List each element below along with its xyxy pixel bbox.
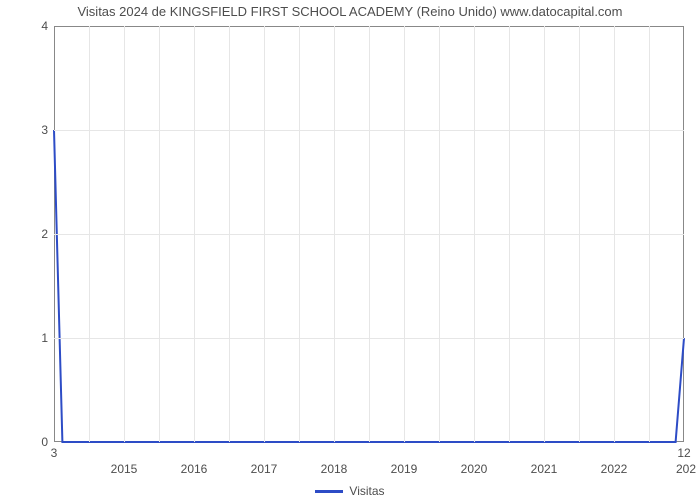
x-end-label-left: 3 (51, 442, 58, 460)
gridline-v (334, 26, 335, 442)
chart-plot-area: 0123420152016201720182019202020212022312… (54, 26, 684, 442)
gridline-v (159, 26, 160, 442)
gridline-v (229, 26, 230, 442)
x-tick-label: 2016 (181, 442, 208, 476)
x-tick-label: 2015 (111, 442, 138, 476)
x-tick-label: 2018 (321, 442, 348, 476)
gridline-v (614, 26, 615, 442)
y-tick-label: 4 (41, 19, 54, 33)
gridline-v (124, 26, 125, 442)
gridline-v (439, 26, 440, 442)
gridline-v (404, 26, 405, 442)
gridline-v (509, 26, 510, 442)
gridline-v (579, 26, 580, 442)
gridline-v (474, 26, 475, 442)
x-tick-label: 2021 (531, 442, 558, 476)
x-end-label-right-year: 202 (676, 442, 696, 476)
gridline-v (89, 26, 90, 442)
gridline-v (299, 26, 300, 442)
y-tick-label: 2 (41, 227, 54, 241)
chart-legend: Visitas (0, 482, 700, 499)
x-tick-label: 2020 (461, 442, 488, 476)
legend-label: Visitas (349, 484, 384, 498)
x-tick-label: 2019 (391, 442, 418, 476)
gridline-v (544, 26, 545, 442)
x-tick-label: 2017 (251, 442, 278, 476)
y-tick-label: 1 (41, 331, 54, 345)
chart-title: Visitas 2024 de KINGSFIELD FIRST SCHOOL … (0, 4, 700, 19)
gridline-v (194, 26, 195, 442)
gridline-v (649, 26, 650, 442)
x-tick-label: 2022 (601, 442, 628, 476)
legend-swatch (315, 490, 343, 493)
gridline-v (369, 26, 370, 442)
gridline-v (264, 26, 265, 442)
y-tick-label: 3 (41, 123, 54, 137)
